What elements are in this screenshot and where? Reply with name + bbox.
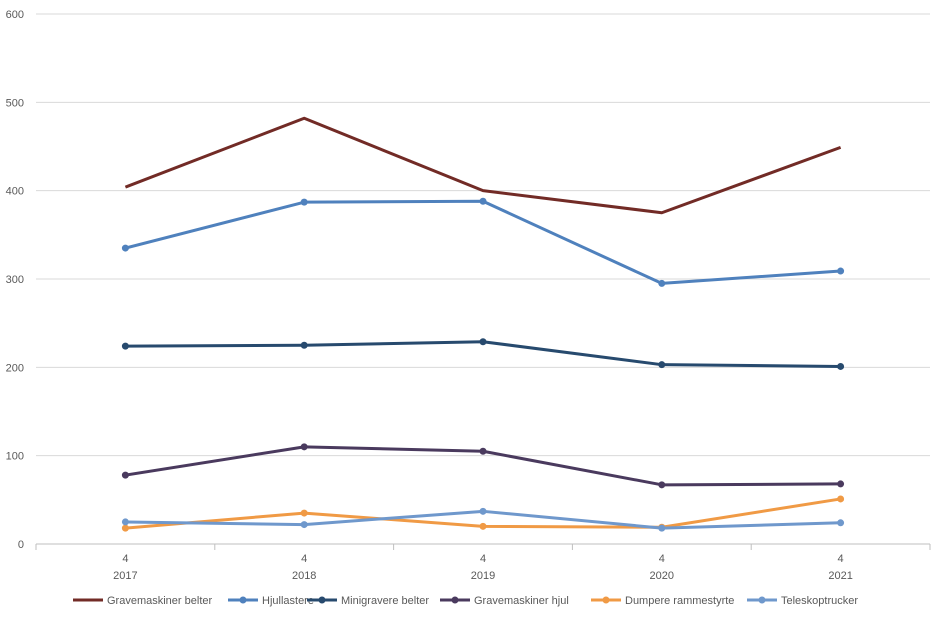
legend-label: Gravemaskiner belter bbox=[107, 595, 212, 607]
data-point bbox=[121, 244, 129, 252]
legend-label: Gravemaskiner hjul bbox=[474, 595, 569, 607]
legend-marker bbox=[239, 596, 247, 604]
legend-marker bbox=[602, 596, 610, 604]
data-point bbox=[121, 524, 129, 532]
x-year-label: 2020 bbox=[650, 570, 674, 582]
data-point bbox=[658, 279, 666, 287]
data-point bbox=[479, 522, 487, 530]
data-point bbox=[837, 267, 845, 275]
y-tick-label: 400 bbox=[6, 186, 24, 198]
data-point bbox=[121, 342, 129, 350]
data-point bbox=[658, 481, 666, 489]
x-year-label: 2017 bbox=[113, 570, 137, 582]
y-tick-label: 300 bbox=[6, 274, 24, 286]
legend-label: Teleskoptrucker bbox=[781, 595, 858, 607]
x-year-label: 2019 bbox=[471, 570, 495, 582]
series-line-minigravere-belter bbox=[125, 340, 841, 368]
data-point bbox=[121, 518, 129, 526]
x-sub-label: 4 bbox=[122, 553, 128, 565]
x-sub-label: 4 bbox=[301, 553, 307, 565]
legend-marker bbox=[758, 596, 766, 604]
y-tick-label: 500 bbox=[6, 97, 24, 109]
data-point bbox=[300, 509, 308, 517]
x-sub-label: 4 bbox=[659, 553, 665, 565]
legend-marker bbox=[451, 596, 459, 604]
legend-label: Dumpere rammestyrte bbox=[625, 595, 734, 607]
data-point bbox=[479, 447, 487, 455]
data-point bbox=[837, 480, 845, 488]
y-tick-label: 200 bbox=[6, 362, 24, 374]
x-year-label: 2018 bbox=[292, 570, 316, 582]
data-point bbox=[300, 198, 308, 206]
data-point bbox=[837, 495, 845, 503]
x-sub-label: 4 bbox=[480, 553, 486, 565]
data-point bbox=[479, 507, 487, 515]
data-point bbox=[121, 471, 129, 479]
series-line-hjullastere bbox=[125, 199, 841, 285]
data-point bbox=[300, 521, 308, 529]
x-year-label: 2021 bbox=[828, 570, 852, 582]
y-tick-label: 100 bbox=[6, 451, 24, 463]
x-sub-label: 4 bbox=[838, 553, 844, 565]
data-point bbox=[837, 362, 845, 370]
data-point bbox=[837, 519, 845, 527]
data-point bbox=[479, 197, 487, 205]
series-line-gravemaskiner-belter bbox=[124, 116, 842, 215]
data-point bbox=[658, 361, 666, 369]
y-tick-label: 600 bbox=[6, 9, 24, 21]
data-point bbox=[658, 524, 666, 532]
legend-marker bbox=[318, 596, 326, 604]
data-point bbox=[300, 443, 308, 451]
y-tick-label: 0 bbox=[18, 539, 24, 551]
data-point bbox=[479, 338, 487, 346]
legend-label: Minigravere belter bbox=[341, 595, 429, 607]
legend-label: Hjullastere bbox=[262, 595, 314, 607]
data-point bbox=[300, 341, 308, 349]
